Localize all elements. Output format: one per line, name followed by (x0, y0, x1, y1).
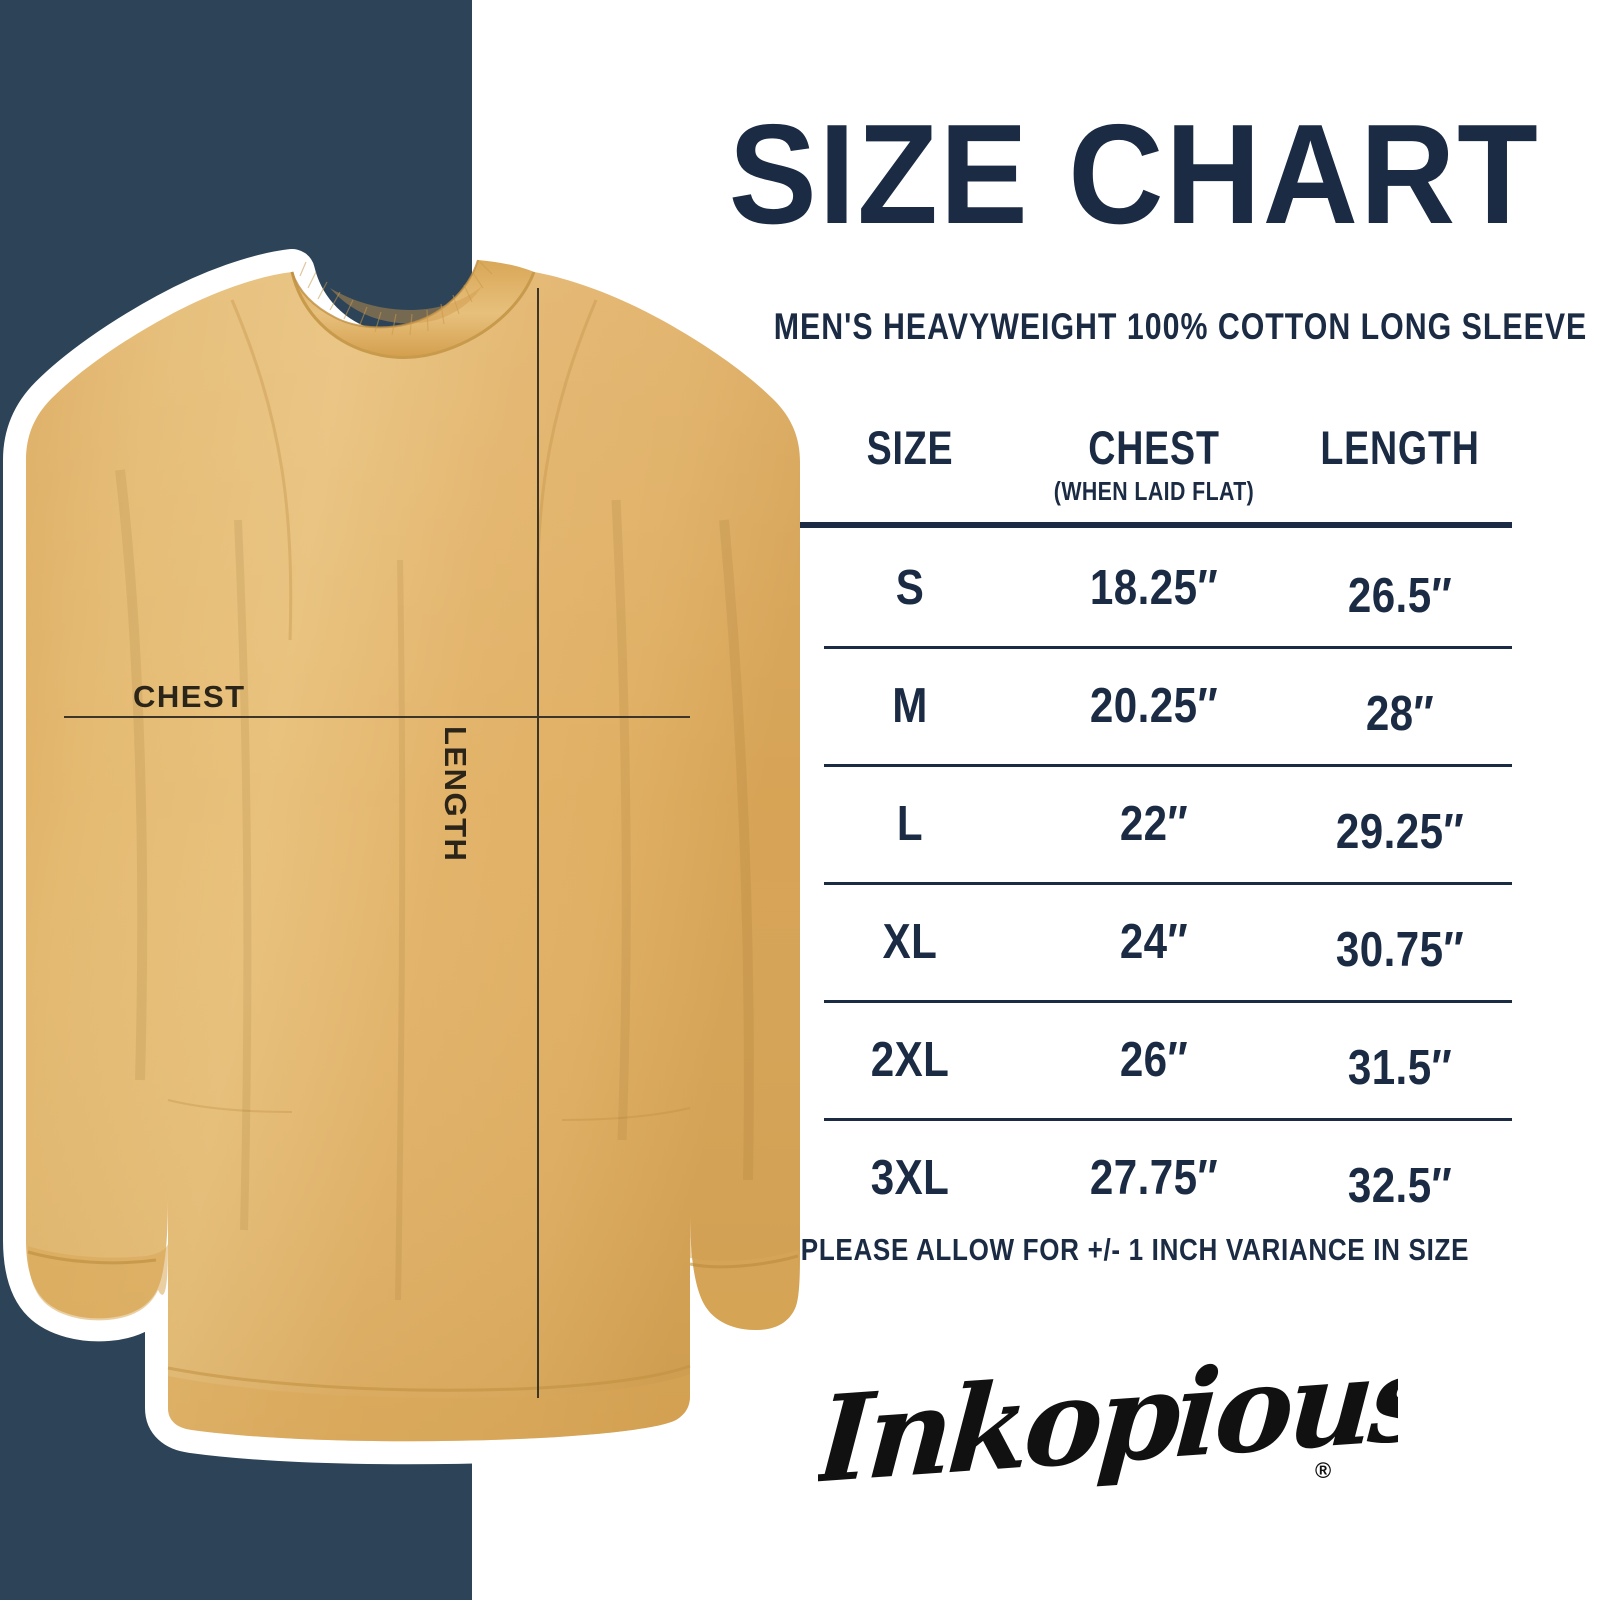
chest-measurement-label: CHEST (133, 679, 246, 714)
table-row: 3XL 27.75″ 32.5″ (800, 1118, 1512, 1236)
row-divider (824, 646, 1512, 649)
cell-size: L (896, 797, 924, 851)
cell-chest: 27.75″ (1089, 1151, 1219, 1205)
brand-wordmark-text: Inkopious (818, 1328, 1398, 1510)
registered-trademark-mark: ® (1315, 1458, 1332, 1483)
variance-note: PLEASE ALLOW FOR +/- 1 INCH VARIANCE IN … (800, 1232, 1470, 1267)
cell-size: M (892, 679, 928, 733)
size-table: SIZE CHEST LENGTH (WHEN LAID FLAT) S 18.… (800, 420, 1512, 1213)
shirt-collar (290, 259, 536, 359)
column-header-length: LENGTH (1320, 421, 1480, 474)
cell-size: 2XL (870, 1033, 950, 1087)
cell-size: S (895, 561, 925, 615)
cell-size: XL (882, 915, 938, 969)
column-header-size: SIZE (866, 421, 954, 474)
header-divider (800, 522, 1512, 528)
shirt-hem (167, 1364, 691, 1442)
cell-size: 3XL (870, 1151, 950, 1205)
length-measurement-line (537, 288, 539, 1398)
table-row: S 18.25″ 26.5″ (800, 528, 1512, 646)
cell-chest: 22″ (1119, 797, 1189, 851)
table-row: XL 24″ 30.75″ (800, 882, 1512, 1000)
cell-chest: 18.25″ (1089, 561, 1219, 615)
cell-length: 32.5″ (1347, 1159, 1453, 1213)
table-body: S 18.25″ 26.5″ M 20.25″ 28″ L 22″ 29.25″… (800, 528, 1512, 1236)
chest-measurement-line (64, 716, 690, 718)
cell-length: 31.5″ (1347, 1041, 1453, 1095)
page-subtitle: MEN'S HEAVYWEIGHT 100% COTTON LONG SLEEV… (773, 306, 1588, 347)
cell-length: 30.75″ (1335, 923, 1465, 977)
column-header-chest: CHEST (1088, 421, 1220, 474)
row-divider (824, 882, 1512, 885)
cell-chest: 24″ (1119, 915, 1189, 969)
table-row: L 22″ 29.25″ (800, 764, 1512, 882)
table-row: 2XL 26″ 31.5″ (800, 1000, 1512, 1118)
brand-logo-brushstroke: Inkopious (810, 1327, 1439, 1510)
cell-length: 28″ (1365, 687, 1435, 741)
table-row: M 20.25″ 28″ (800, 646, 1512, 764)
length-measurement-label: LENGTH (438, 726, 473, 863)
brand-logo: Inkopious Inkopious ® (810, 1327, 1439, 1543)
cell-length: 26.5″ (1347, 569, 1453, 623)
row-divider (824, 1000, 1512, 1003)
cell-chest: 20.25″ (1089, 679, 1219, 733)
shirt-cuffs (27, 1214, 799, 1330)
cell-chest: 26″ (1119, 1033, 1189, 1087)
chart-content-column: SIZE CHART MEN'S HEAVYWEIGHT 100% COTTON… (700, 0, 1600, 1600)
page-title: SIZE CHART (728, 95, 1540, 254)
cell-length: 29.25″ (1335, 805, 1465, 859)
shirt-svg (0, 0, 800, 1600)
table-header-row: SIZE CHEST LENGTH (WHEN LAID FLAT) (800, 420, 1512, 528)
column-header-chest-subnote: (WHEN LAID FLAT) (1053, 476, 1255, 506)
shirt-illustration: CHEST LENGTH (0, 0, 800, 1600)
shirt-folds (115, 469, 754, 1301)
row-divider (824, 1118, 1512, 1121)
row-divider (824, 764, 1512, 767)
